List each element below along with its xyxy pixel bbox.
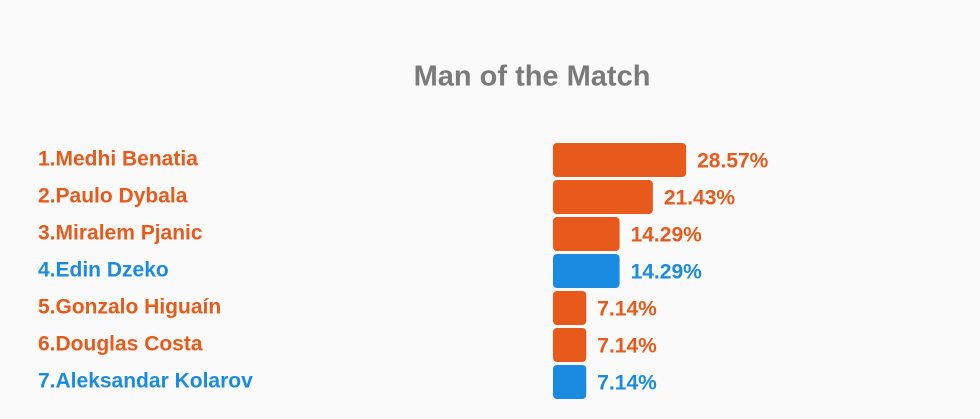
value-label: 7.14% — [597, 298, 657, 321]
bar — [553, 143, 687, 177]
value-label: 21.43% — [664, 187, 736, 210]
category-label: 1.Medhi Benatia — [38, 148, 198, 171]
bar — [553, 291, 587, 325]
bar — [553, 328, 587, 362]
bar — [553, 365, 587, 399]
category-label: 2.Paulo Dybala — [38, 185, 188, 208]
value-label: 7.14% — [597, 335, 657, 358]
value-label: 28.57% — [697, 150, 769, 173]
bar — [553, 217, 620, 251]
value-label: 14.29% — [631, 261, 703, 284]
category-label: 4.Edin Dzeko — [38, 259, 169, 282]
category-label: 7.Aleksandar Kolarov — [38, 370, 253, 393]
bar — [553, 180, 653, 214]
value-label: 14.29% — [631, 224, 703, 247]
chart-title: Man of the Match — [414, 61, 651, 93]
category-label: 3.Miralem Pjanic — [38, 222, 203, 245]
bar — [553, 254, 620, 288]
value-label: 7.14% — [597, 372, 657, 395]
category-label: 6.Douglas Costa — [38, 333, 203, 356]
category-label: 5.Gonzalo Higuaín — [38, 296, 221, 319]
